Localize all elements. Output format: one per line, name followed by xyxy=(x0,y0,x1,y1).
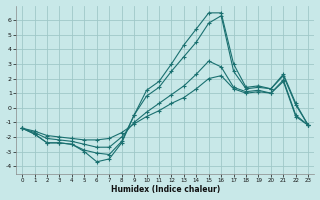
X-axis label: Humidex (Indice chaleur): Humidex (Indice chaleur) xyxy=(111,185,220,194)
